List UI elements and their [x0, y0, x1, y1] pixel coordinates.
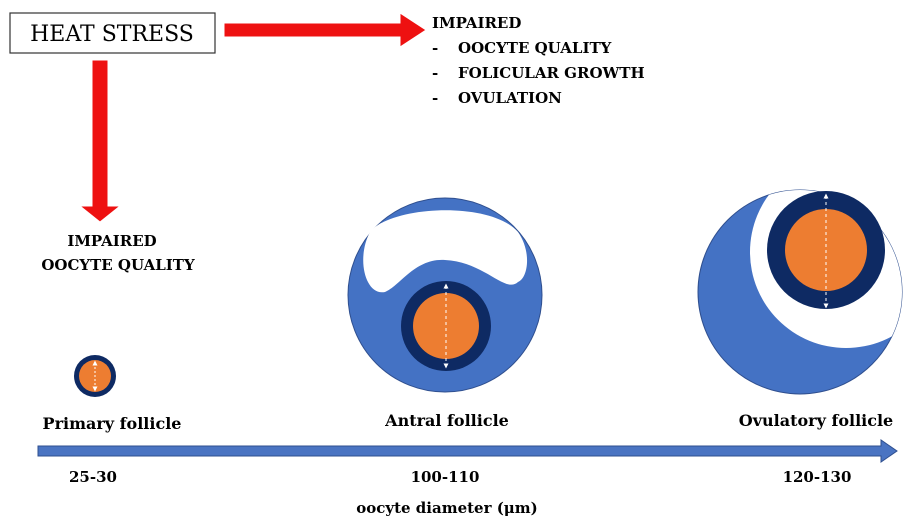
impaired-list-title: IMPAIRED	[432, 14, 521, 32]
impaired-item-1: OOCYTE QUALITY	[458, 39, 612, 57]
ovulatory-follicle	[697, 189, 903, 395]
red-arrow-down	[78, 59, 122, 223]
impaired-left-line1: IMPAIRED	[67, 232, 156, 250]
diameter-value-ovulatory: 120-130	[783, 468, 852, 486]
follicle-label-antral: Antral follicle	[384, 411, 509, 430]
heat-stress-box: HEAT STRESS	[9, 12, 216, 54]
follicle-label-primary: Primary follicle	[43, 414, 182, 433]
bullet-1: -	[432, 39, 438, 57]
axis-label: oocyte diameter (μm)	[356, 499, 538, 517]
heat-stress-label: HEAT STRESS	[30, 22, 194, 47]
impaired-item-2: FOLICULAR GROWTH	[458, 64, 645, 82]
diameter-axis-arrow	[37, 439, 898, 463]
impaired-item-3: OVULATION	[458, 89, 562, 107]
impaired-left-line2: OOCYTE QUALITY	[41, 256, 195, 274]
bullet-2: -	[432, 64, 438, 82]
bullet-3: -	[432, 89, 438, 107]
follicle-label-ovulatory: Ovulatory follicle	[739, 411, 893, 430]
antral-follicle	[347, 197, 543, 393]
impaired-list: IMPAIRED - OOCYTE QUALITY - FOLICULAR GR…	[432, 14, 645, 107]
diameter-value-antral: 100-110	[411, 468, 480, 486]
impaired-oocyte-note: IMPAIRED OOCYTE QUALITY	[41, 232, 195, 274]
primary-follicle	[74, 355, 116, 397]
antrum-cavity	[363, 210, 528, 293]
diameter-value-primary: 25-30	[69, 468, 117, 486]
red-arrow-right	[223, 12, 427, 48]
